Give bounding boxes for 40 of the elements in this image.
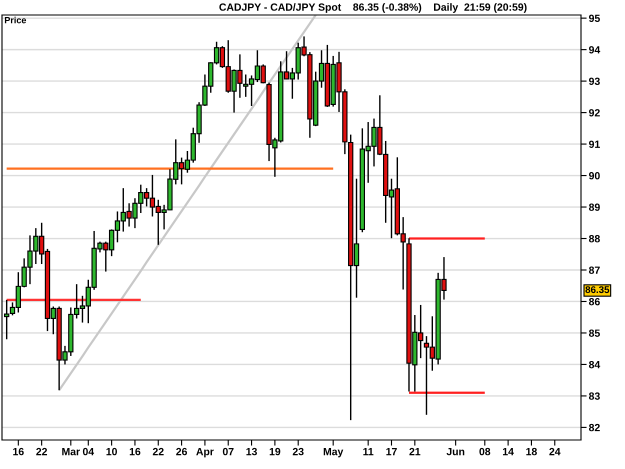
x-tick-label: Jun xyxy=(446,448,464,456)
y-tick-label: 82 xyxy=(588,424,600,432)
x-tick-label: 10 xyxy=(106,448,117,456)
x-tick-label: 04 xyxy=(82,448,94,456)
y-tick-label: 88 xyxy=(588,235,600,242)
y-axis-title: Price xyxy=(4,16,26,24)
x-tick-label: Mar xyxy=(62,448,80,456)
chart-title: CADJPY - CAD/JPY Spot 86.35 (-0.38%) Daily 21:59 (20:59) xyxy=(219,3,527,13)
x-tick-label: 24 xyxy=(549,448,560,456)
y-tick-label: 90 xyxy=(589,172,600,180)
y-tick-label: 93 xyxy=(589,78,600,86)
x-tick-label: 22 xyxy=(36,448,48,456)
y-tick-label: 91 xyxy=(589,140,600,148)
y-tick-label: 87 xyxy=(588,266,600,274)
y-tick-label: 89 xyxy=(588,204,600,211)
x-tick-label: 26 xyxy=(176,448,188,456)
x-tick-label: 18 xyxy=(526,448,537,456)
x-tick-label: 14 xyxy=(502,448,514,456)
y-tick-label: 92 xyxy=(589,109,600,116)
x-tick-label: 08 xyxy=(479,448,490,456)
x-tick-label: 13 xyxy=(246,448,257,456)
y-tick-label: 86 xyxy=(588,298,600,306)
y-tick-label: 85 xyxy=(588,329,600,337)
annotation: 86.35 xyxy=(585,286,610,294)
x-tick-label: Apr xyxy=(196,448,214,458)
y-tick-label: 94 xyxy=(589,46,600,54)
x-tick-label: 19 xyxy=(270,448,280,456)
x-tick-label: 21 xyxy=(409,448,420,456)
x-tick-label: 11 xyxy=(363,448,374,456)
x-tick-label: 16 xyxy=(13,448,24,456)
line-series xyxy=(58,15,317,392)
y-tick-label: 95 xyxy=(589,14,600,22)
x-tick-label: 07 xyxy=(222,448,234,456)
y-tick-label: 84 xyxy=(588,360,600,368)
x-tick-label: 22 xyxy=(152,448,164,456)
x-tick-label: 17 xyxy=(386,448,397,456)
x-tick-label: 16 xyxy=(130,448,140,456)
x-tick-label: 23 xyxy=(292,448,304,456)
x-tick-label: May xyxy=(324,448,344,458)
y-tick-label: 83 xyxy=(588,392,600,400)
